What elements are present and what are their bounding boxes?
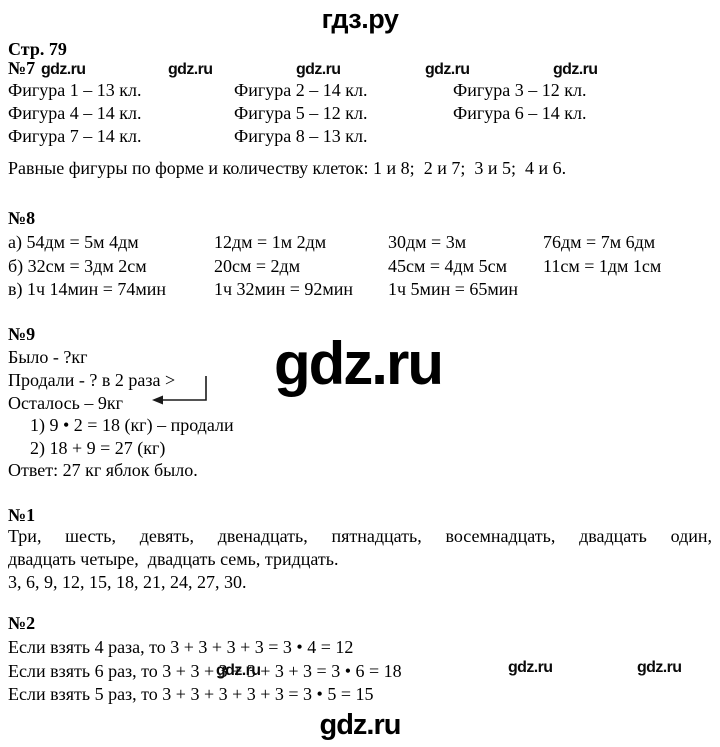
conversion-cell: 20см = 2дм bbox=[214, 255, 301, 276]
task2-lines: Если взять 4 раза, то 3 + 3 + 3 + 3 = 3 … bbox=[8, 636, 402, 707]
conversion-cell: а) 54дм = 5м 4дм bbox=[8, 232, 139, 252]
conversion-cell: 45см = 4дм 5см bbox=[388, 255, 507, 276]
watermark-gdz-big: gdz.ru bbox=[274, 330, 444, 397]
task9-step-line: 1) 9 • 2 = 18 (кг) – продали bbox=[30, 415, 234, 435]
task2-line: Если взять 6 раз, то 3 + 3 + 3 + 3 + 3 +… bbox=[8, 660, 402, 681]
task1-words-line2: двадцать четыре, двадцать семь, тридцать… bbox=[8, 549, 339, 569]
task7-figures-grid: Фигура 1 – 13 кл. Фигура 2 – 14 кл. Фигу… bbox=[8, 79, 714, 148]
watermark-gdz: gdz.ru bbox=[168, 61, 213, 78]
watermark-gdz: gdz.ru bbox=[553, 61, 598, 78]
figure-cell: Фигура 1 – 13 кл. bbox=[8, 80, 142, 100]
task9-answer: Ответ: 27 кг яблок было. bbox=[8, 460, 198, 480]
watermark-gdz: gdz.ru bbox=[216, 662, 261, 679]
task7-label: №7 bbox=[8, 58, 36, 78]
task8-label: №8 bbox=[8, 208, 36, 228]
task9-given-line: Было - ?кг bbox=[8, 347, 88, 367]
conversion-cell: 1ч 5мин = 65мин bbox=[388, 279, 519, 299]
task1-words-line1: Три, шесть, девять, двенадцать, пятнадца… bbox=[8, 526, 712, 546]
figure-cell: Фигура 6 – 14 кл. bbox=[453, 103, 587, 123]
conversion-cell: 11см = 1дм 1см bbox=[543, 255, 662, 276]
figure-cell: Фигура 7 – 14 кл. bbox=[8, 126, 142, 146]
task9-given: Было - ?кг Продали - ? в 2 раза > Остало… bbox=[8, 346, 175, 415]
task1-numbers-line: 3, 6, 9, 12, 15, 18, 21, 24, 27, 30. bbox=[8, 572, 247, 592]
task9-step-line: 2) 18 + 9 = 27 (кг) bbox=[30, 438, 166, 458]
task2-label: №2 bbox=[8, 613, 36, 633]
figure-cell: Фигура 5 – 12 кл. bbox=[234, 103, 368, 123]
task2-line: Если взять 4 раза, то 3 + 3 + 3 + 3 = 3 … bbox=[8, 637, 354, 657]
figure-cell: Фигура 3 – 12 кл. bbox=[453, 80, 587, 100]
figure-cell: Фигура 4 – 14 кл. bbox=[8, 103, 142, 123]
task2-line: Если взять 5 раз, то 3 + 3 + 3 + 3 + 3 =… bbox=[8, 684, 374, 704]
task9-label: №9 bbox=[8, 324, 36, 344]
watermark-gdz: gdz.ru bbox=[425, 61, 470, 78]
conversion-cell: 1ч 32мин = 92мин bbox=[214, 279, 354, 299]
conversion-cell: 12дм = 1м 2дм bbox=[214, 232, 327, 252]
watermark-gdz: gdz.ru bbox=[508, 659, 553, 676]
site-logo-top: гдз.ру bbox=[321, 4, 399, 34]
task8-conversions-grid: а) 54дм = 5м 4дм 12дм = 1м 2дм 30дм = 3м… bbox=[8, 231, 714, 302]
figure-cell: Фигура 8 – 13 кл. bbox=[234, 126, 368, 146]
site-logo-bottom: gdz.ru bbox=[319, 709, 402, 741]
conversion-cell: 76дм = 7м 6дм bbox=[543, 232, 656, 252]
figure-cell bbox=[453, 125, 714, 148]
page-number-heading: Стр. 79 bbox=[8, 39, 67, 59]
conversion-cell bbox=[543, 278, 714, 302]
watermark-gdz: gdz.ru bbox=[637, 659, 682, 676]
task9-given-line: Осталось – 9кг bbox=[8, 393, 123, 413]
task7-conclusion: Равные фигуры по форме и количеству клет… bbox=[8, 158, 567, 178]
watermark-gdz: gdz.ru bbox=[41, 61, 86, 78]
elbow-arrow-icon bbox=[152, 376, 207, 405]
task9-steps: 1) 9 • 2 = 18 (кг) – продали 2) 18 + 9 =… bbox=[30, 414, 234, 460]
figure-cell: Фигура 2 – 14 кл. bbox=[234, 80, 368, 100]
task9-given-line: Продали - ? в 2 раза > bbox=[8, 370, 176, 390]
conversion-cell: 30дм = 3м bbox=[388, 232, 467, 252]
conversion-cell: б) 32см = 3дм 2см bbox=[8, 255, 147, 276]
watermark-gdz: gdz.ru bbox=[296, 61, 341, 78]
conversion-cell: в) 1ч 14мин = 74мин bbox=[8, 279, 167, 299]
task1-label: №1 bbox=[8, 505, 36, 525]
